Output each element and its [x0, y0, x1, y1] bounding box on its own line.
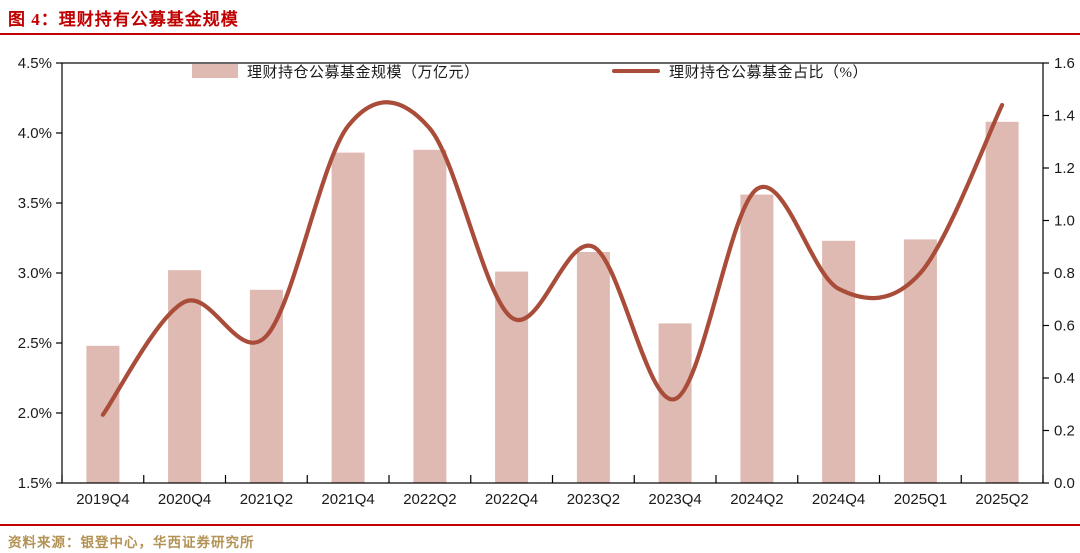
source-note: 资料来源：银登中心，华西证券研究所 [0, 524, 1080, 551]
x-axis-label: 2022Q4 [485, 491, 538, 508]
right-axis-label: 0.8 [1054, 265, 1075, 282]
right-axis-label: 0.6 [1054, 318, 1075, 335]
bar-2021Q4 [331, 152, 365, 483]
left-axis-label: 3.0% [18, 265, 52, 282]
left-axis-label: 4.0% [18, 125, 52, 142]
x-axis-label: 2020Q4 [158, 491, 211, 508]
x-axis-label: 2023Q4 [648, 491, 701, 508]
x-axis-label: 2025Q2 [975, 491, 1028, 508]
axes [56, 62, 1049, 484]
line-series-swatch [612, 69, 660, 73]
x-axis-label: 2021Q4 [321, 491, 374, 508]
left-axis-label: 2.0% [18, 405, 52, 422]
plot-border [61, 62, 1044, 484]
bar-2022Q2 [413, 149, 447, 484]
bar-2020Q4 [168, 270, 202, 483]
right-axis-label: 0.2 [1054, 423, 1075, 440]
right-axis-label: 0.0 [1054, 475, 1075, 492]
x-axis-label: 2024Q2 [730, 491, 783, 508]
right-axis-label: 1.4 [1054, 108, 1075, 125]
line-series-legend-label: 理财持仓公募基金占比（%） [669, 64, 868, 81]
x-axis-label: 2025Q1 [894, 491, 947, 508]
x-axis-label: 2022Q2 [403, 491, 456, 508]
bar-2023Q4 [658, 323, 692, 483]
right-axis-label: 0.4 [1054, 370, 1075, 387]
left-axis-label: 2.5% [18, 335, 52, 352]
x-axis-label: 2019Q4 [76, 491, 129, 508]
axis-labels: 4.5% 4.0% 3.5% 3.0% 2.5% 2.0% 1.5% 1.6 1.4 1.2 1.0… [18, 55, 1075, 508]
right-axis-label: 1.0 [1054, 213, 1075, 230]
right-axis-label: 1.6 [1054, 55, 1075, 72]
x-axis-label: 2023Q2 [567, 491, 620, 508]
bar-2025Q1 [903, 239, 937, 483]
bar-2025Q2 [985, 121, 1019, 484]
source-note-text: 资料来源：银登中心，华西证券研究所 [8, 535, 255, 550]
right-axis-label: 1.2 [1054, 160, 1075, 177]
legend-item-bar-series: 理财持仓公募基金规模（万亿元） [192, 61, 480, 81]
bar-series-legend-label: 理财持仓公募基金规模（万亿元） [247, 64, 480, 81]
ratio-line-series [100, 100, 1005, 417]
x-axis-label: 2021Q2 [240, 491, 293, 508]
bar-2023Q2 [576, 252, 610, 483]
figure-title-bar: 图 4：理财持有公募基金规模 [0, 0, 1080, 35]
x-axis-label: 2024Q4 [812, 491, 865, 508]
figure-title: 图 4：理财持有公募基金规模 [8, 10, 239, 29]
left-axis-label: 1.5% [18, 475, 52, 492]
left-axis-label: 3.5% [18, 195, 52, 212]
bar-2024Q2 [740, 194, 774, 483]
legend-item-line-series: 理财持仓公募基金占比（%） [612, 61, 868, 81]
bar-series-swatch [192, 64, 238, 78]
bar-series [86, 121, 1019, 484]
left-axis-label: 4.5% [18, 55, 52, 72]
